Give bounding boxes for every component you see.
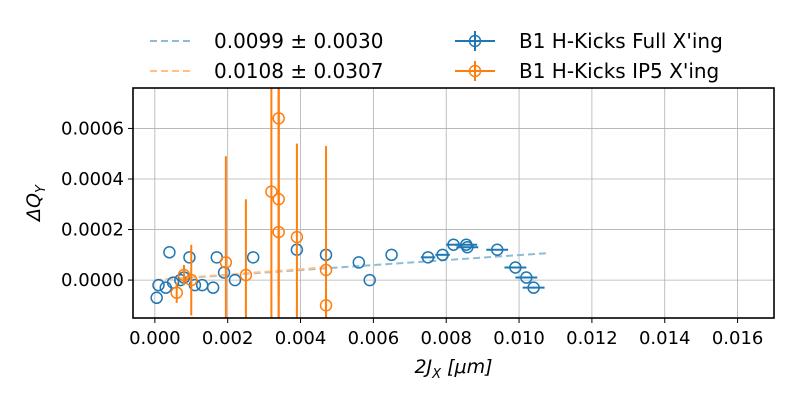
axis-labels: 2JX [μm] ΔQY	[23, 184, 493, 382]
data-point	[527, 281, 540, 294]
x-tick-label: 0.000	[129, 328, 181, 349]
data-point	[363, 273, 376, 287]
y-tick-label: 0.0006	[61, 118, 124, 139]
data-point	[509, 261, 522, 274]
data-point	[163, 246, 176, 259]
data-point	[195, 278, 209, 292]
data-point	[319, 299, 333, 312]
series-full-xing	[150, 238, 545, 305]
x-tick-label: 0.012	[566, 328, 618, 349]
x-tick-label: 0.008	[420, 328, 472, 349]
x-tick-label: 0.016	[712, 328, 764, 349]
data-point	[170, 286, 183, 299]
data-point	[352, 256, 366, 269]
data-point	[219, 256, 233, 269]
series-ip5-xing	[170, 88, 333, 318]
data-point	[319, 263, 333, 277]
legend-label: B1 H-Kicks Full X'ing	[519, 29, 723, 53]
x-axis-label: 2JX [μm]	[414, 356, 492, 382]
data-point	[228, 273, 242, 287]
data-point	[385, 248, 398, 262]
data-point	[239, 268, 253, 282]
x-tick-label: 0.014	[639, 328, 691, 349]
data-point	[520, 271, 533, 284]
data-point	[265, 185, 278, 198]
data-point	[183, 251, 196, 264]
legend-label: 0.0108 ± 0.0307	[214, 59, 383, 83]
data-point	[206, 281, 220, 294]
data-point	[290, 230, 304, 244]
legend-label: B1 H-Kicks IP5 X'ing	[519, 59, 719, 83]
y-axis-label: ΔQY	[23, 184, 49, 223]
data-point	[272, 112, 285, 125]
y-tick-label: 0.0004	[61, 169, 124, 190]
axis-ticks: 0.000 0.002 0.004 0.006 0.008 0.010 0.012 0.014…	[61, 118, 763, 349]
data-point	[461, 240, 474, 254]
x-tick-label: 0.002	[202, 328, 254, 349]
plot-frame	[132, 87, 775, 319]
data-point	[421, 251, 435, 264]
legend: 0.0099 ± 0.0030 0.0108 ± 0.0307 B1 H-Kicks…	[150, 29, 723, 83]
x-tick-label: 0.006	[348, 328, 400, 349]
legend-marker	[468, 34, 482, 48]
y-tick-label: 0.0002	[61, 220, 124, 241]
data-series	[150, 88, 545, 318]
legend-marker	[468, 64, 482, 78]
data-point	[436, 248, 449, 262]
data-point	[152, 278, 165, 292]
data-point	[185, 273, 198, 287]
fit-lines	[154, 252, 549, 282]
y-tick-label: 0.0000	[61, 270, 124, 291]
grid-lines	[133, 88, 774, 318]
x-tick-label: 0.004	[275, 328, 327, 349]
legend-label: 0.0099 ± 0.0030	[214, 29, 383, 53]
data-point	[246, 251, 260, 264]
x-tick-label: 0.010	[493, 328, 545, 349]
data-point	[490, 243, 504, 257]
data-point	[150, 291, 163, 305]
